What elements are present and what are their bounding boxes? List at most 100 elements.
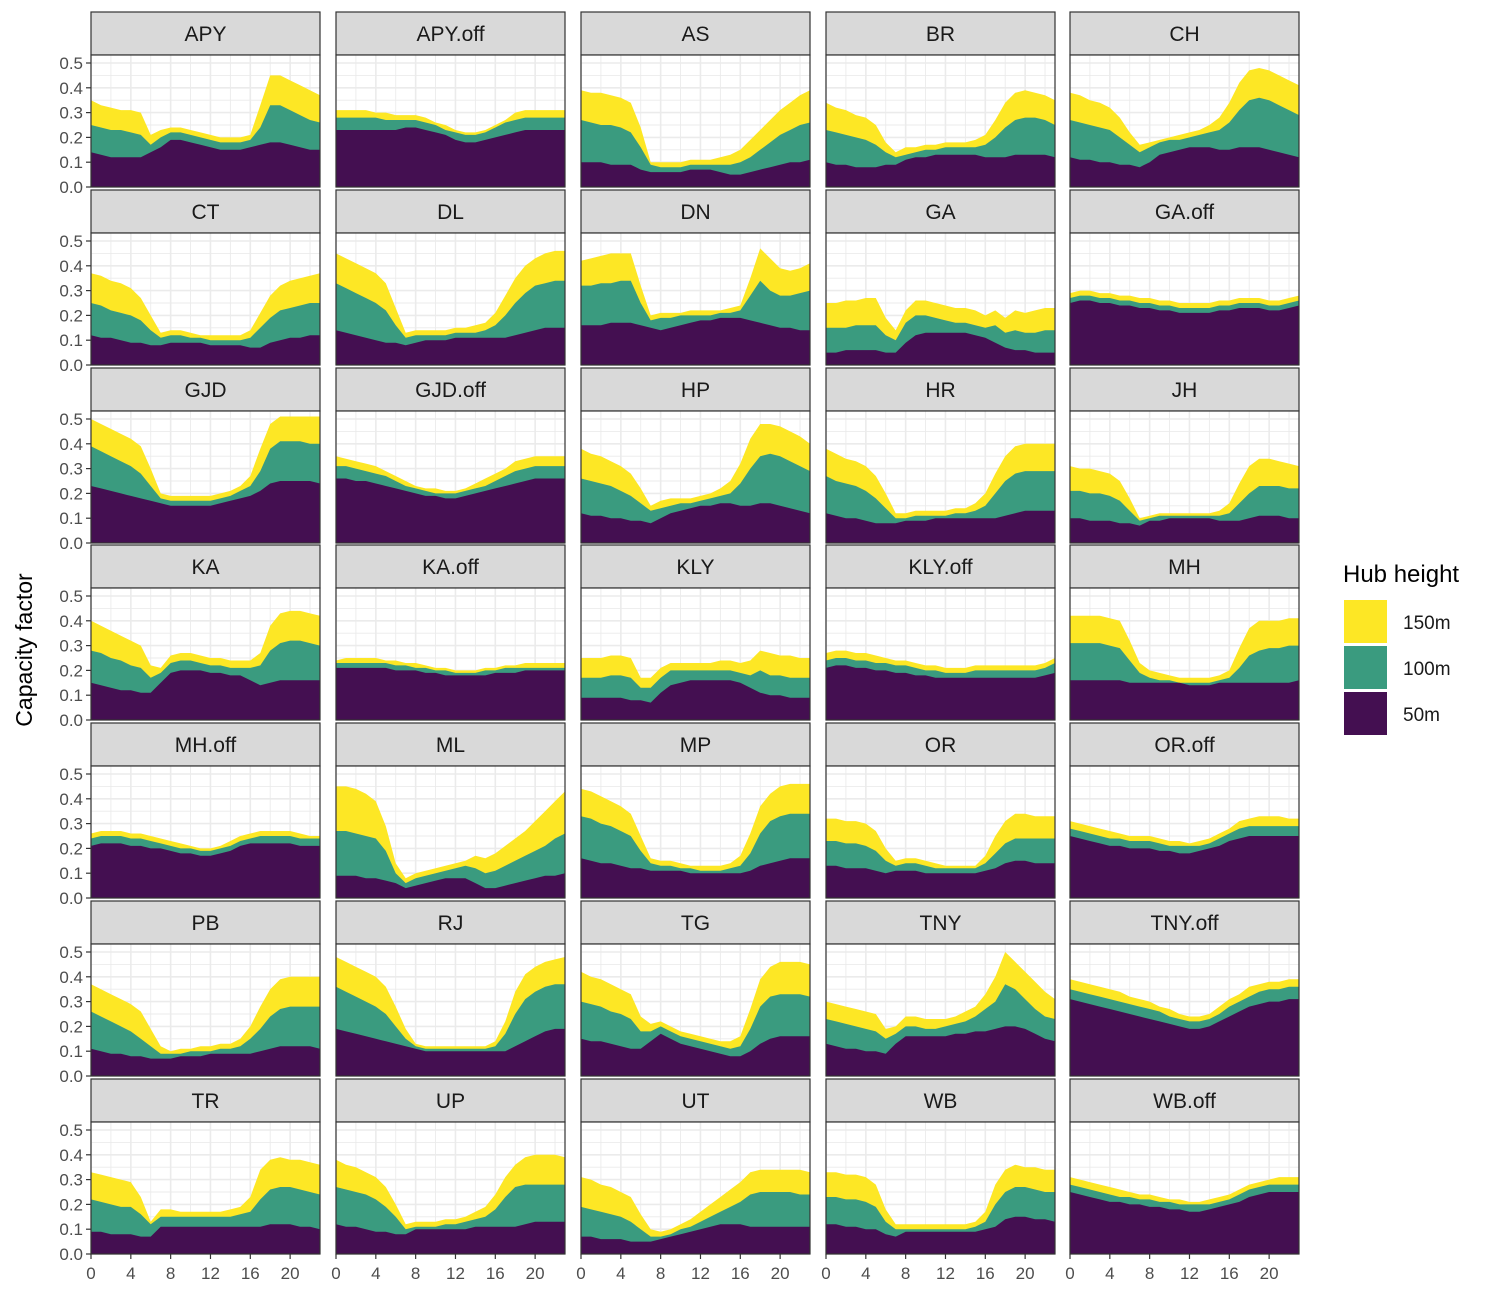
x-tick-label: 16 bbox=[241, 1264, 260, 1283]
facet-strip-label: UT bbox=[682, 1090, 710, 1113]
y-tick-label: 0.0 bbox=[59, 1067, 83, 1086]
panel-border bbox=[90, 765, 321, 899]
x-tick-label: 16 bbox=[731, 1264, 750, 1283]
area-50m bbox=[336, 873, 565, 898]
area-50m bbox=[581, 1224, 810, 1254]
x-tick-label: 20 bbox=[1016, 1264, 1035, 1283]
y-tick-label: 0.5 bbox=[59, 410, 83, 429]
facet-strip bbox=[580, 1078, 811, 1123]
facet-strip-label: CH bbox=[1169, 23, 1199, 46]
y-tick-label: 0.1 bbox=[59, 509, 83, 528]
facet-strip bbox=[825, 189, 1056, 234]
facet-strip bbox=[335, 1078, 566, 1123]
facet-strip bbox=[1069, 544, 1300, 589]
facet-TNY.off: TNY.off bbox=[1069, 900, 1300, 1077]
facet-GA.off: GA.off bbox=[1069, 189, 1300, 366]
x-tick-label: 12 bbox=[201, 1264, 220, 1283]
area-50m bbox=[91, 843, 320, 898]
facet-strip-label: BR bbox=[926, 23, 955, 46]
facet-strip-label: TNY bbox=[920, 912, 962, 935]
facet-strip-label: MH.off bbox=[175, 734, 237, 757]
facet-strip-label: WB.off bbox=[1153, 1090, 1216, 1113]
y-tick-label: 0.2 bbox=[59, 1195, 83, 1214]
facet-strip bbox=[825, 544, 1056, 589]
facet-UT: UT bbox=[580, 1078, 811, 1255]
area-50m bbox=[91, 670, 320, 720]
facet-WB.off: WB.off bbox=[1069, 1078, 1300, 1255]
facet-strip-label: APY bbox=[184, 23, 226, 46]
facet-KA.off: KA.off bbox=[335, 544, 566, 721]
x-tick-label: 0 bbox=[1065, 1264, 1074, 1283]
facet-KLY: KLY bbox=[580, 544, 811, 721]
facet-strip-label: KA.off bbox=[422, 556, 479, 579]
panel-border bbox=[825, 765, 1056, 899]
area-50m bbox=[826, 665, 1055, 720]
y-tick-label: 0.3 bbox=[59, 460, 83, 479]
y-tick-label: 0.2 bbox=[59, 484, 83, 503]
facet-strip bbox=[335, 544, 566, 589]
facet-strip-label: PB bbox=[191, 912, 219, 935]
x-tick-label: 0 bbox=[576, 1264, 585, 1283]
area-50m bbox=[91, 481, 320, 543]
y-tick-label: 0.0 bbox=[59, 178, 83, 197]
y-tick-label: 0.2 bbox=[59, 839, 83, 858]
y-tick-label: 0.1 bbox=[59, 331, 83, 350]
legend-label: 150m bbox=[1403, 613, 1451, 634]
y-tick-label: 0.0 bbox=[59, 1245, 83, 1264]
y-tick-label: 0.4 bbox=[59, 790, 83, 809]
y-tick-label: 0.0 bbox=[59, 889, 83, 908]
facet-strip-label: GJD bbox=[185, 379, 227, 402]
panel-border bbox=[1069, 765, 1300, 899]
facet-strip-label: KLY.off bbox=[908, 556, 972, 579]
area-50m bbox=[1070, 300, 1299, 365]
facet-OR.off: OR.off bbox=[1069, 722, 1300, 899]
panel-border bbox=[1069, 943, 1300, 1077]
facet-TR: TR 0.0 0.1 0.2 0.3 0.4 0.5 bbox=[59, 1078, 321, 1264]
area-50m bbox=[581, 317, 810, 365]
x-tick-label: 0 bbox=[86, 1264, 95, 1283]
facet-strip bbox=[580, 367, 811, 412]
legend-key-100m bbox=[1344, 646, 1387, 689]
x-tick-label: 4 bbox=[371, 1264, 380, 1283]
y-tick-label: 0.0 bbox=[59, 534, 83, 553]
facet-strip bbox=[580, 544, 811, 589]
facet-strip-label: HP bbox=[681, 379, 710, 402]
area-50m bbox=[826, 1216, 1055, 1254]
x-tick-label: 16 bbox=[976, 1264, 995, 1283]
facet-CT: CT 0.0 0.1 0.2 0.3 0.4 0.5 bbox=[59, 189, 321, 375]
facet-strip-label: MH bbox=[1168, 556, 1201, 579]
facet-GA: GA bbox=[825, 189, 1056, 366]
facet-strip-label: APY.off bbox=[416, 23, 484, 46]
panel-border bbox=[90, 54, 321, 188]
y-tick-label: 0.4 bbox=[59, 257, 83, 276]
y-tick-label: 0.1 bbox=[59, 153, 83, 172]
facet-GJD: GJD 0.0 0.1 0.2 0.3 0.4 0.5 bbox=[59, 367, 321, 553]
y-tick-label: 0.3 bbox=[59, 815, 83, 834]
y-tick-label: 0.1 bbox=[59, 686, 83, 705]
y-tick-label: 0.2 bbox=[59, 128, 83, 147]
facet-DN: DN bbox=[580, 189, 811, 366]
facet-ML: ML bbox=[335, 722, 566, 899]
facet-strip-label: TNY.off bbox=[1150, 912, 1218, 935]
legend-title: Hub height bbox=[1343, 561, 1459, 588]
facet-UP: UP bbox=[335, 1078, 566, 1255]
x-tick-label: 8 bbox=[656, 1264, 665, 1283]
y-tick-label: 0.2 bbox=[59, 1017, 83, 1036]
x-tick-label: 20 bbox=[771, 1264, 790, 1283]
facet-strip-label: CT bbox=[192, 201, 220, 224]
x-tick-label: 20 bbox=[1260, 1264, 1279, 1283]
y-tick-label: 0.5 bbox=[59, 1121, 83, 1140]
facet-strip bbox=[580, 189, 811, 234]
panel-border bbox=[335, 232, 566, 366]
facet-strip-label: TR bbox=[192, 1090, 220, 1113]
panel-border bbox=[1069, 232, 1300, 366]
facet-HR: HR bbox=[825, 367, 1056, 544]
area-50m bbox=[826, 332, 1055, 365]
facet-strip bbox=[335, 11, 566, 56]
panel-border bbox=[580, 1121, 811, 1255]
panel-border bbox=[825, 587, 1056, 721]
area-50m bbox=[581, 858, 810, 898]
facet-OR: OR bbox=[825, 722, 1056, 899]
area-50m bbox=[336, 327, 565, 365]
panel-border bbox=[580, 943, 811, 1077]
